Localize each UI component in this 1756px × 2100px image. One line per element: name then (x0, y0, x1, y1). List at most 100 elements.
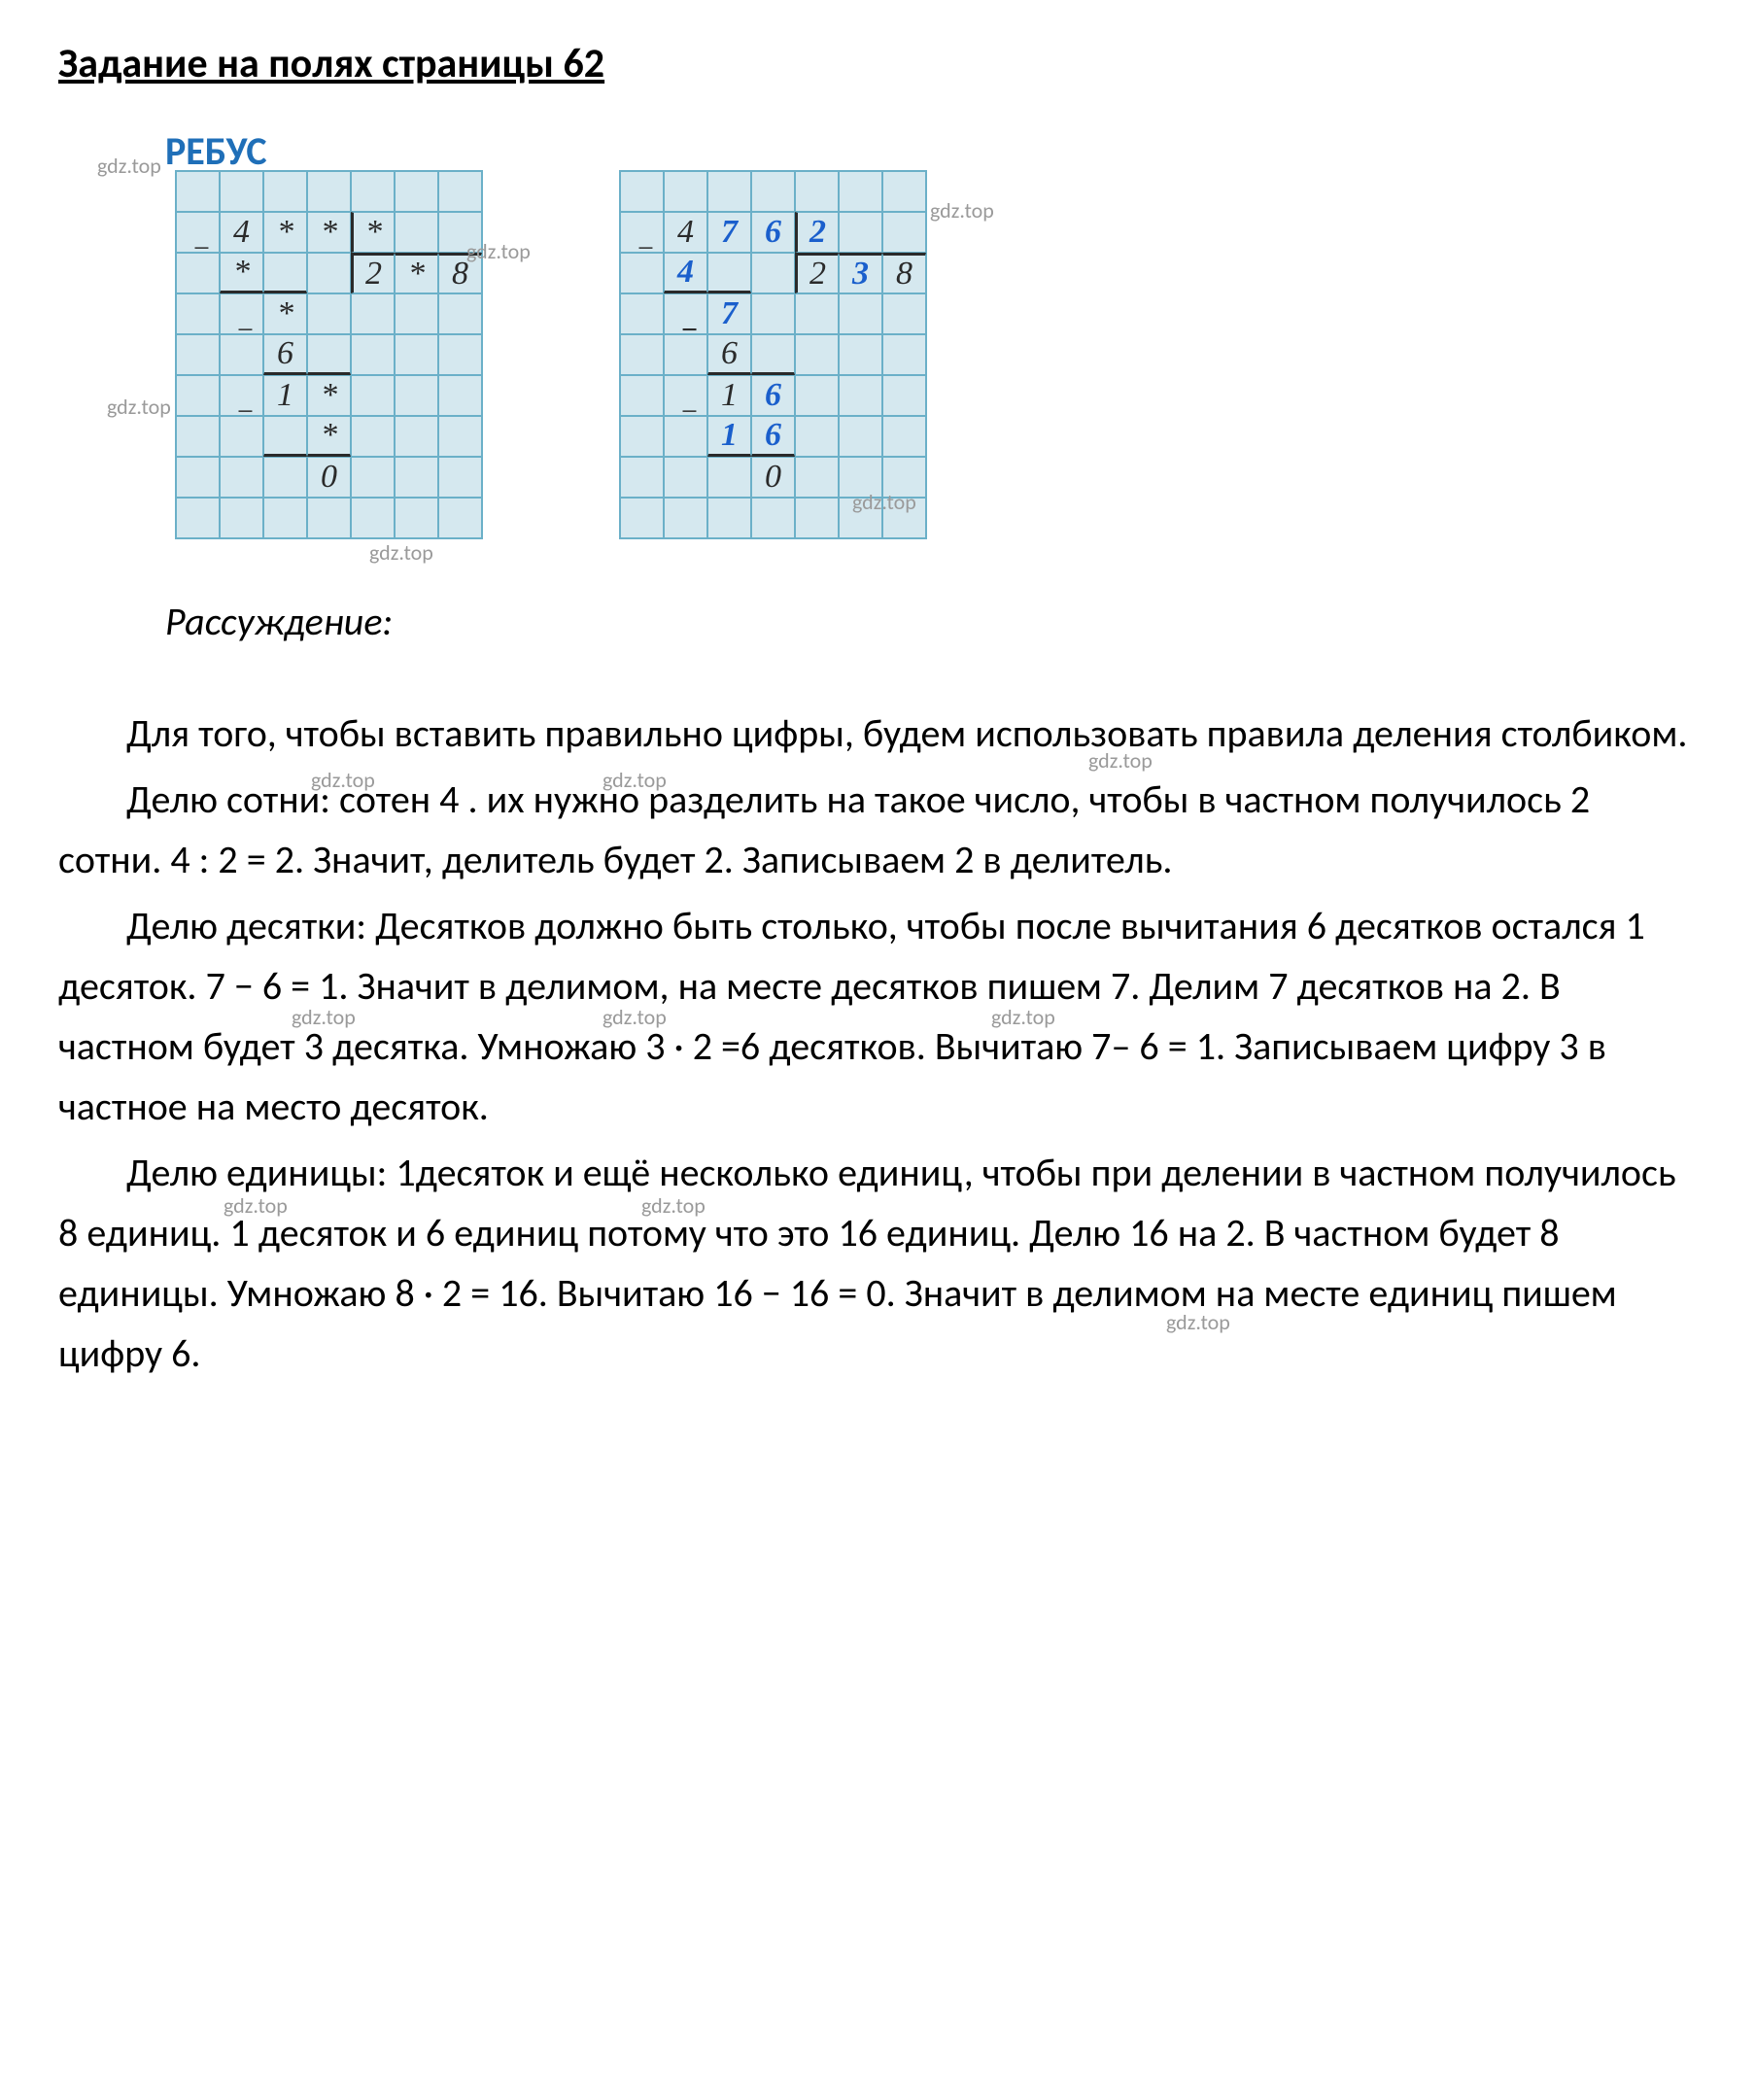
paragraphs-container: Для того, чтобы вставить правильно цифры… (58, 704, 1698, 1384)
grid-cell (395, 457, 438, 498)
grid-cell (664, 334, 707, 375)
grid-cell: 6 (751, 416, 795, 457)
grid-cell: 4 (664, 253, 707, 293)
grid-cell (263, 416, 307, 457)
grid-cell (664, 416, 707, 457)
grid-right-wrap: 4−76242387−61−6160 gdz.topgdz.top (619, 170, 927, 539)
watermark: gdz.top (1166, 1306, 1230, 1339)
watermark: gdz.top (311, 764, 375, 797)
grid-cell: 1− (707, 375, 751, 416)
grid-cell (751, 498, 795, 538)
grid-cell (664, 498, 707, 538)
grid-cell (664, 457, 707, 498)
grid-cell (882, 212, 926, 253)
grid-cell (176, 171, 220, 212)
grid-cell: 1− (263, 375, 307, 416)
grid-cell (751, 171, 795, 212)
grid-cell (707, 457, 751, 498)
grid-cell (176, 253, 220, 293)
grid-cell (795, 375, 839, 416)
watermark: gdz.top (369, 539, 433, 566)
grid-cell (620, 498, 664, 538)
watermark: gdz.top (603, 1001, 667, 1034)
watermark: gdz.top (292, 1001, 356, 1034)
grid-cell (620, 457, 664, 498)
grid-cell (795, 293, 839, 334)
watermark: gdz.top (852, 489, 916, 515)
grid-cell: * (263, 212, 307, 253)
grid-cell (307, 498, 351, 538)
watermark: gdz.top (603, 764, 667, 797)
paragraph: Делю сотни: сотен 4 . их нужно разделить… (58, 770, 1698, 890)
grid-cell: 6 (751, 212, 795, 253)
grid-cell: * (395, 253, 438, 293)
watermark: gdz.top (466, 238, 531, 264)
grid-cell: * (307, 375, 351, 416)
grid-cell (839, 171, 882, 212)
grid-cell (307, 171, 351, 212)
grid-cell: 0 (307, 457, 351, 498)
page-title: Задание на полях страницы 62 (58, 39, 1698, 88)
grid-cell (795, 457, 839, 498)
grid-cell (438, 171, 482, 212)
grid-left-wrap: 4−****2*8*−61−**0 gdz.topgdz.topgdz.topg… (175, 170, 483, 539)
grid-cell (263, 171, 307, 212)
grid-cell (263, 457, 307, 498)
grid-cell (839, 334, 882, 375)
grid-cell: * (220, 253, 263, 293)
grid-cell: 8 (882, 253, 926, 293)
grid-cell (620, 293, 664, 334)
grid-cell: 4− (664, 212, 707, 253)
grid-cell (839, 375, 882, 416)
reasoning-label: Рассуждение: (165, 598, 1698, 645)
grid-cell (438, 375, 482, 416)
grid-cell (795, 171, 839, 212)
paragraph: Делю единицы: 1десяток и ещё несколько е… (58, 1143, 1698, 1384)
paragraph: Для того, чтобы вставить правильно цифры… (58, 704, 1698, 764)
grid-cell (176, 498, 220, 538)
grid-cell (395, 334, 438, 375)
grid-cell (176, 416, 220, 457)
grid-cell: 3 (839, 253, 882, 293)
grid-cell (176, 334, 220, 375)
grid-cell (351, 457, 395, 498)
watermark: gdz.top (991, 1001, 1055, 1034)
grid-cell (438, 457, 482, 498)
grid-cell (307, 253, 351, 293)
grid-cell (220, 171, 263, 212)
grid-cell (882, 171, 926, 212)
grid-cell (620, 375, 664, 416)
grid-cell (220, 498, 263, 538)
grid-cell (351, 293, 395, 334)
grid-cell (438, 293, 482, 334)
grid-cell: 2 (795, 253, 839, 293)
grid-cell (351, 498, 395, 538)
grid-cell: 2 (795, 212, 839, 253)
grid-cell (176, 457, 220, 498)
grid-cell (176, 375, 220, 416)
grid-cell (707, 498, 751, 538)
grid-cell (751, 334, 795, 375)
grid-cell (620, 171, 664, 212)
grid-cell (620, 334, 664, 375)
grid-cell (795, 334, 839, 375)
grid-cell (438, 334, 482, 375)
grid-cell: 0 (751, 457, 795, 498)
grid-cell (395, 498, 438, 538)
grid-cell: * (351, 212, 395, 253)
grid-cell (263, 253, 307, 293)
grid-cell (882, 293, 926, 334)
grid-cell (220, 334, 263, 375)
grid-cell (882, 375, 926, 416)
grid-cell (795, 498, 839, 538)
grid-cell (707, 171, 751, 212)
grid-cell: 4− (220, 212, 263, 253)
watermark: gdz.top (107, 394, 171, 420)
grid-cell: 6 (263, 334, 307, 375)
grid-cell (882, 334, 926, 375)
grid-cell (751, 253, 795, 293)
grid-cell (351, 416, 395, 457)
grid-cell: 6 (751, 375, 795, 416)
grids-row: 4−****2*8*−61−**0 gdz.topgdz.topgdz.topg… (175, 170, 1698, 539)
grid-cell (882, 416, 926, 457)
